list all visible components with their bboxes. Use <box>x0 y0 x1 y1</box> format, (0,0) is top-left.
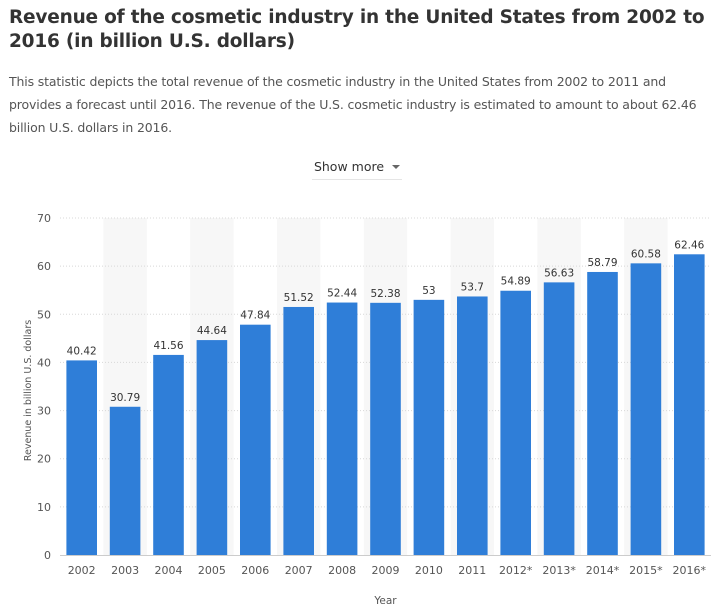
data-label: 41.56 <box>153 340 183 352</box>
bar <box>500 290 531 555</box>
bar <box>457 296 488 555</box>
x-tick-label: 2014* <box>586 564 620 577</box>
data-label: 62.46 <box>674 239 704 251</box>
x-tick-label: 2015* <box>629 564 663 577</box>
x-tick-label: 2009 <box>372 564 400 577</box>
x-tick-label: 2005 <box>198 564 226 577</box>
data-label: 44.64 <box>197 325 227 337</box>
x-tick-label: 2016* <box>673 564 707 577</box>
data-label: 51.52 <box>284 292 314 304</box>
bar <box>196 340 228 555</box>
x-tick-label: 2011 <box>458 564 486 577</box>
x-tick-label: 2002 <box>68 564 96 577</box>
y-tick-label: 50 <box>37 308 51 321</box>
bar <box>587 271 618 555</box>
y-tick-label: 60 <box>37 260 51 273</box>
data-label: 47.84 <box>240 310 270 322</box>
data-label: 54.89 <box>501 276 531 288</box>
data-label: 56.63 <box>544 267 574 279</box>
page-title: Revenue of the cosmetic industry in the … <box>9 7 705 52</box>
y-tick-label: 70 <box>37 212 51 225</box>
data-label: 53 <box>422 285 435 297</box>
data-label: 53.7 <box>461 281 484 293</box>
bar <box>326 302 358 555</box>
bar <box>153 354 184 555</box>
x-tick-label: 2008 <box>328 564 356 577</box>
y-tick-label: 0 <box>44 549 51 562</box>
show-more-label: Show more <box>313 158 385 174</box>
x-tick-label: 2007 <box>285 564 313 577</box>
chevron-down-icon <box>392 164 401 169</box>
y-tick-label: 20 <box>37 453 51 466</box>
x-tick-label: 2013* <box>542 564 576 577</box>
bar <box>283 306 314 555</box>
bar <box>543 282 575 555</box>
data-label: 60.58 <box>631 248 661 260</box>
show-more-button[interactable]: Show more <box>312 153 402 180</box>
bar <box>413 299 445 555</box>
bar <box>109 406 141 555</box>
x-tick-label: 2012* <box>499 564 533 577</box>
bar <box>674 254 705 555</box>
x-tick-label: 2006 <box>241 564 269 577</box>
bar <box>630 263 662 555</box>
x-tick-label: 2003 <box>111 564 139 577</box>
data-label: 52.44 <box>327 288 357 300</box>
y-tick-label: 30 <box>37 405 51 418</box>
y-tick-label: 10 <box>37 501 51 514</box>
bar <box>370 302 401 555</box>
statistic-description: This statistic depicts the total revenue… <box>9 74 697 135</box>
data-label: 30.79 <box>110 392 140 404</box>
y-axis-title: Revenue in billion U.S. dollars <box>23 320 34 461</box>
bar <box>240 324 271 555</box>
x-tick-label: 2004 <box>155 564 183 577</box>
bar <box>66 360 97 555</box>
data-label: 40.42 <box>67 345 97 357</box>
data-label: 52.38 <box>370 288 400 300</box>
x-axis-title: Year <box>373 595 397 607</box>
x-tick-label: 2010 <box>415 564 443 577</box>
y-tick-label: 40 <box>37 356 51 369</box>
data-label: 58.79 <box>587 257 617 269</box>
bar-chart: 0 10 20 30 40 50 60 70 40.42 2002 30.79 2003 41.56 20… <box>23 212 711 607</box>
